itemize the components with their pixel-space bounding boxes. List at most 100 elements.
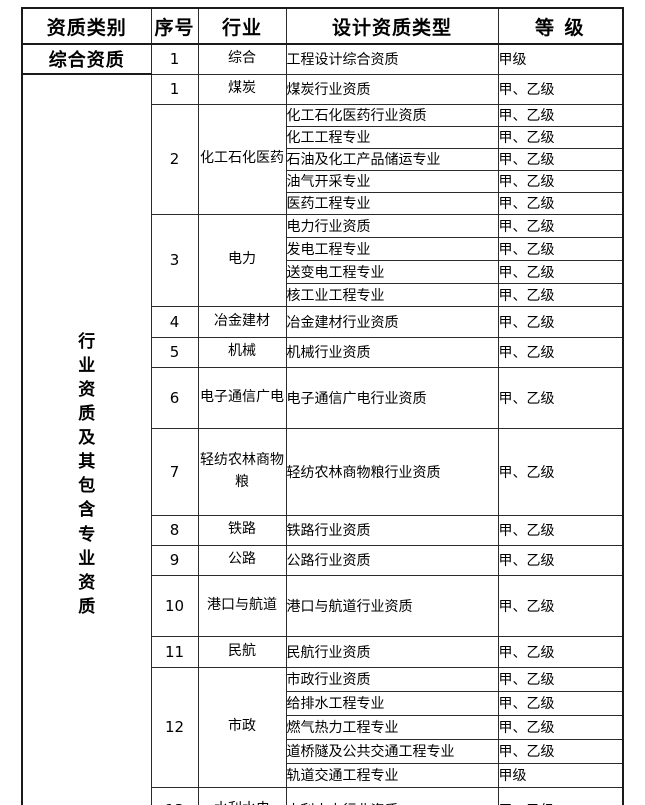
table-row: 3 电力 电力行业资质 甲、乙级 bbox=[22, 213, 624, 307]
table-row: 9 公路 公路行业资质 甲、乙级 bbox=[22, 544, 624, 576]
industry-name: 电子通信广电 bbox=[197, 366, 287, 429]
qualification-type: 工程设计综合资质 bbox=[285, 43, 499, 75]
category-comprehensive: 综合资质 bbox=[21, 43, 152, 75]
qualification-type: 铁路行业资质 bbox=[285, 514, 499, 546]
row-number: 6 bbox=[150, 366, 199, 429]
qualification-type: 冶金建材行业资质 bbox=[285, 305, 499, 338]
grade-value: 甲、乙级 bbox=[497, 259, 624, 284]
grade-value: 甲、乙级 bbox=[497, 635, 624, 668]
grade-value: 甲、乙级 bbox=[497, 714, 624, 740]
table-row: 油气开采专业 甲、乙级 bbox=[22, 169, 624, 193]
table-row: 行业资质及其包含专业资质 1 煤炭 煤炭行业资质 甲、乙级 bbox=[21, 73, 624, 805]
qualification-type: 民航行业资质 bbox=[285, 635, 499, 668]
qualification-type: 港口与航道行业资质 bbox=[285, 574, 499, 637]
row-number: 12 bbox=[150, 666, 199, 788]
table-row: 医药工程专业 甲、乙级 bbox=[22, 191, 624, 215]
row-number: 4 bbox=[150, 305, 199, 338]
category-vertical-text: 行业资质及其包含专业资质 bbox=[78, 331, 96, 617]
table-row: 送变电工程专业 甲、乙级 bbox=[22, 259, 624, 284]
row-number: 2 bbox=[150, 103, 199, 215]
grade-value: 甲、乙级 bbox=[497, 666, 624, 692]
table-row: 7 轻纺农林商物粮 轻纺农林商物粮行业资质 甲、乙级 bbox=[22, 427, 624, 516]
grade-value: 甲、乙级 bbox=[497, 544, 624, 576]
qualification-type: 轨道交通工程专业 bbox=[285, 762, 499, 788]
industry-name: 冶金建材 bbox=[197, 305, 287, 338]
industry-name: 铁路 bbox=[197, 514, 287, 546]
grade-value: 甲、乙级 bbox=[497, 514, 624, 546]
table-row: 4 冶金建材 冶金建材行业资质 甲、乙级 bbox=[22, 305, 624, 338]
qualification-type: 市政行业资质 bbox=[285, 666, 499, 692]
industry-name: 港口与航道 bbox=[197, 574, 287, 637]
qualification-type: 电力行业资质 bbox=[285, 213, 499, 238]
column-header-grade: 等 级 bbox=[497, 7, 624, 45]
qualification-type: 核工业工程专业 bbox=[285, 282, 499, 307]
table-row: 11 民航 民航行业资质 甲、乙级 bbox=[22, 635, 624, 668]
industry-name: 水利水电 bbox=[197, 786, 287, 805]
qualification-type: 油气开采专业 bbox=[285, 169, 499, 193]
table-header: 资质类别 序号 行业 设计资质类型 等 级 bbox=[21, 7, 624, 45]
grade-value: 甲、乙级 bbox=[497, 147, 624, 171]
qualification-type: 医药工程专业 bbox=[285, 191, 499, 215]
grade-value: 甲、乙级 bbox=[497, 236, 624, 261]
category-industry-vertical: 行业资质及其包含专业资质 bbox=[21, 73, 152, 805]
grade-value: 甲、乙级 bbox=[497, 738, 624, 764]
table-row: 10 港口与航道 港口与航道行业资质 甲、乙级 bbox=[22, 574, 624, 637]
grade-value: 甲、乙级 bbox=[497, 213, 624, 238]
table-row: 12 市政 市政行业资质 甲、乙级 bbox=[22, 666, 624, 788]
grade-value: 甲级 bbox=[497, 43, 624, 75]
column-header-qualification: 设计资质类型 bbox=[285, 7, 499, 45]
grade-value: 甲、乙级 bbox=[497, 191, 624, 215]
grade-value: 甲、乙级 bbox=[497, 282, 624, 307]
row-number: 7 bbox=[150, 427, 199, 516]
row-number: 1 bbox=[150, 43, 199, 75]
industry-name: 煤炭 bbox=[197, 73, 287, 105]
qualification-type: 煤炭行业资质 bbox=[285, 73, 499, 105]
grade-value: 甲、乙级 bbox=[497, 305, 624, 338]
grade-value: 甲、乙级 bbox=[497, 169, 624, 193]
grade-value: 甲、乙级 bbox=[497, 786, 624, 805]
grade-value: 甲、乙级 bbox=[497, 103, 624, 127]
qualification-type: 轻纺农林商物粮行业资质 bbox=[285, 427, 499, 516]
industry-name: 电力 bbox=[197, 213, 287, 307]
industry-name: 民航 bbox=[197, 635, 287, 668]
row-number: 1 bbox=[150, 73, 199, 105]
row-number: 13 bbox=[150, 786, 199, 805]
table-body: 综合资质 1 综合 工程设计综合资质 甲级行业资质及其包含专业资质 1 煤炭 煤炭行业资质 甲、… bbox=[21, 43, 624, 805]
industry-name: 综合 bbox=[197, 43, 287, 75]
table-row: 2 化工石化医药 化工石化医药行业资质 甲、乙级 bbox=[22, 103, 624, 215]
row-number: 5 bbox=[150, 336, 199, 368]
row-number: 10 bbox=[150, 574, 199, 637]
qualification-type: 化工工程专业 bbox=[285, 125, 499, 149]
row-number: 11 bbox=[150, 635, 199, 668]
header-row: 资质类别 序号 行业 设计资质类型 等 级 bbox=[21, 7, 624, 45]
row-number: 8 bbox=[150, 514, 199, 546]
qualification-type: 燃气热力工程专业 bbox=[285, 714, 499, 740]
industry-name: 公路 bbox=[197, 544, 287, 576]
qualification-type: 化工石化医药行业资质 bbox=[285, 103, 499, 127]
grade-value: 甲级 bbox=[497, 762, 624, 788]
industry-name: 轻纺农林商物粮 bbox=[197, 427, 287, 516]
industry-name: 市政 bbox=[197, 666, 287, 788]
qualification-type: 发电工程专业 bbox=[285, 236, 499, 261]
table-row: 发电工程专业 甲、乙级 bbox=[22, 236, 624, 261]
qualification-type: 公路行业资质 bbox=[285, 544, 499, 576]
qualification-table: 资质类别 序号 行业 设计资质类型 等 级 综合资质 1 综合 工程设计综合资质 甲级行… bbox=[21, 7, 624, 805]
qualification-type: 水利水电行业资质 bbox=[285, 786, 499, 805]
row-number: 3 bbox=[150, 213, 199, 307]
table-row: 13水利水电水利水电行业资质甲、乙级 bbox=[22, 786, 624, 805]
grade-value: 甲、乙级 bbox=[497, 366, 624, 429]
column-header-category: 资质类别 bbox=[21, 7, 152, 45]
row-number: 9 bbox=[150, 544, 199, 576]
grade-value: 甲、乙级 bbox=[497, 336, 624, 368]
table-row: 轨道交通工程专业 甲级 bbox=[22, 762, 624, 788]
grade-value: 甲、乙级 bbox=[497, 73, 624, 105]
column-header-number: 序号 bbox=[150, 7, 199, 45]
table-row: 燃气热力工程专业 甲、乙级 bbox=[22, 714, 624, 740]
table-row: 核工业工程专业 甲、乙级 bbox=[22, 282, 624, 307]
qualification-type: 给排水工程专业 bbox=[285, 690, 499, 716]
column-header-industry: 行业 bbox=[197, 7, 287, 45]
table-row: 综合资质 1 综合 工程设计综合资质 甲级 bbox=[21, 43, 624, 75]
table-row: 道桥隧及公共交通工程专业 甲、乙级 bbox=[22, 738, 624, 764]
qualification-type: 送变电工程专业 bbox=[285, 259, 499, 284]
